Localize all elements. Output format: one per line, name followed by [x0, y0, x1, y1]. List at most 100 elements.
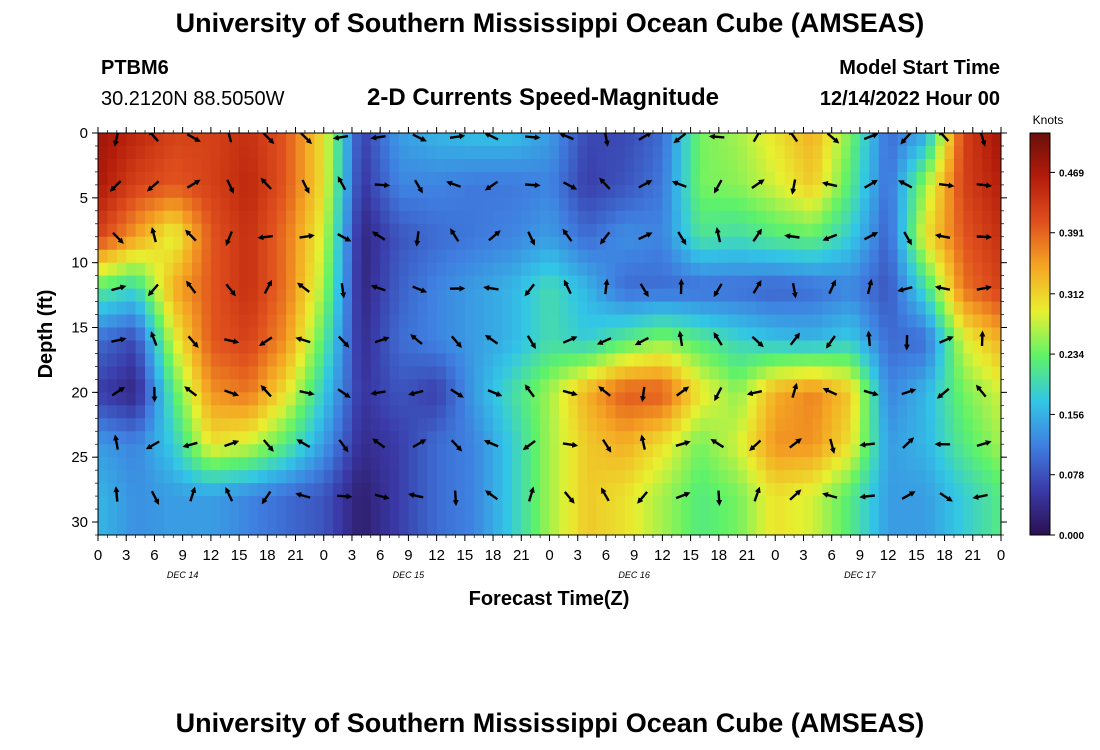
heatmap-cell: [351, 171, 362, 186]
heatmap-cell: [935, 171, 946, 186]
heatmap-cell: [775, 262, 786, 277]
heatmap-cell: [276, 522, 287, 535]
heatmap-cell: [229, 184, 240, 199]
heatmap-cell: [370, 483, 381, 497]
heatmap-cell: [869, 418, 880, 432]
heatmap-cell: [145, 314, 156, 329]
heatmap-cell: [859, 197, 870, 212]
heatmap-cell: [502, 353, 513, 368]
heatmap-cell: [154, 301, 165, 316]
heatmap-cell: [775, 301, 786, 316]
heatmap-cell: [493, 249, 504, 264]
heatmap-cell: [878, 405, 889, 419]
heatmap-cell: [483, 379, 494, 393]
heatmap-cell: [972, 366, 983, 380]
heatmap-cell: [474, 133, 485, 147]
heatmap-cell: [192, 470, 203, 484]
heatmap-cell: [662, 509, 673, 523]
heatmap-cell: [427, 522, 438, 535]
heatmap-cell: [558, 418, 569, 432]
heatmap-cell: [982, 392, 993, 406]
heatmap-cell: [126, 158, 137, 173]
heatmap-cell: [530, 184, 541, 199]
heatmap-cell: [511, 496, 522, 510]
heatmap-cell: [643, 353, 654, 368]
heatmap-cell: [794, 171, 805, 186]
heatmap-cell: [605, 327, 616, 342]
heatmap-cell: [182, 392, 193, 406]
current-vector-arrow: [562, 441, 579, 448]
heatmap-cell: [220, 223, 231, 238]
heatmap-cell: [126, 314, 137, 329]
heatmap-cell: [850, 509, 861, 523]
heatmap-cell: [775, 483, 786, 497]
heatmap-cell: [925, 431, 936, 445]
heatmap-cell: [173, 353, 184, 368]
heatmap-cell: [351, 418, 362, 432]
heatmap-cell: [803, 509, 814, 523]
heatmap-cell: [436, 444, 447, 458]
heatmap-cell: [304, 379, 315, 393]
heatmap-cell: [342, 158, 353, 173]
heatmap-cell: [765, 431, 776, 445]
heatmap-cell: [662, 327, 673, 342]
heatmap-cell: [286, 457, 297, 471]
heatmap-cell: [803, 340, 814, 355]
x-tick-label: 0: [545, 547, 553, 564]
heatmap-cell: [540, 197, 551, 212]
heatmap-cell: [643, 496, 654, 510]
heatmap-cell: [427, 392, 438, 406]
heatmap-cell: [417, 340, 428, 355]
heatmap-cell: [747, 340, 758, 355]
heatmap-cell: [304, 275, 315, 290]
heatmap-cell: [568, 379, 579, 393]
heatmap-cell: [446, 249, 457, 264]
heatmap-cell: [775, 327, 786, 342]
heatmap-cell: [568, 288, 579, 303]
heatmap-cell: [295, 522, 306, 535]
heatmap-cell: [257, 262, 268, 277]
heatmap-cell: [540, 418, 551, 432]
heatmap-cell: [634, 457, 645, 471]
x-tick-label: 3: [348, 547, 356, 564]
heatmap-cell: [953, 249, 964, 264]
heatmap-cell: [314, 418, 325, 432]
heatmap-cell: [624, 366, 635, 380]
heatmap-cell: [98, 457, 109, 471]
current-vector-arrow: [563, 491, 575, 504]
heatmap-cell: [408, 509, 419, 523]
heatmap-cell: [944, 314, 955, 329]
heatmap-cell: [784, 496, 795, 510]
heatmap-cell: [681, 327, 692, 342]
heatmap-cell: [737, 171, 748, 186]
heatmap-cell: [464, 197, 475, 212]
heatmap-cell: [991, 379, 1001, 393]
heatmap-cell: [747, 470, 758, 484]
heatmap-cell: [775, 353, 786, 368]
current-vector-arrow: [112, 231, 124, 244]
current-vector-arrow: [372, 438, 386, 449]
current-vector-arrow: [332, 134, 349, 141]
heatmap-cell: [587, 133, 598, 147]
heatmap-cell: [982, 236, 993, 251]
heatmap-cell: [812, 353, 823, 368]
heatmap-cell: [286, 340, 297, 355]
heatmap-cell: [944, 366, 955, 380]
heatmap-cell: [587, 431, 598, 445]
heatmap-cell: [436, 483, 447, 497]
heatmap-cell: [389, 418, 400, 432]
heatmap-cell: [822, 223, 833, 238]
heatmap-cell: [107, 405, 118, 419]
heatmap-cell: [257, 444, 268, 458]
heatmap-cell: [690, 236, 701, 251]
heatmap-cell: [690, 444, 701, 458]
heatmap-cell: [399, 236, 410, 251]
heatmap-cell: [502, 236, 513, 251]
heatmap-cell: [916, 133, 927, 147]
current-vector-arrow: [299, 233, 315, 240]
heatmap-cell: [681, 184, 692, 199]
heatmap-cell: [239, 210, 250, 225]
heatmap-cell: [107, 314, 118, 329]
heatmap-cell: [869, 327, 880, 342]
heatmap-cell: [210, 457, 221, 471]
